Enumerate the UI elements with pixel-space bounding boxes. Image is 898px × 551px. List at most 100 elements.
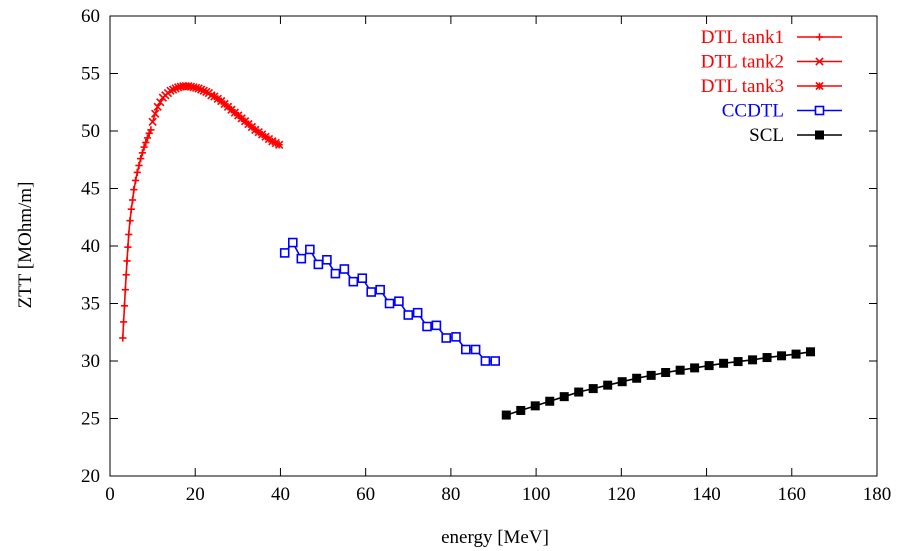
y-tick-label: 20	[81, 466, 100, 487]
y-tick-label: 50	[81, 121, 100, 142]
data-point	[588, 384, 598, 394]
data-point	[119, 334, 127, 342]
legend-label: SCL	[749, 125, 784, 146]
data-point	[305, 244, 315, 255]
data-point	[140, 143, 148, 151]
marker-stroke	[174, 83, 183, 92]
marker-stroke	[151, 109, 160, 118]
series-layer	[119, 81, 816, 420]
data-point	[451, 332, 461, 342]
data-point	[501, 410, 511, 420]
data-point	[617, 377, 627, 387]
data-point	[288, 237, 298, 248]
data-point	[137, 155, 145, 163]
data-point	[120, 318, 128, 326]
legend-label: CCDTL	[722, 101, 784, 122]
legend-item: DTL tank3	[701, 76, 842, 97]
data-point	[704, 361, 714, 371]
data-point	[366, 287, 377, 297]
marker-stroke	[275, 140, 284, 149]
series-scl	[501, 347, 816, 420]
legend-marker	[815, 81, 824, 91]
data-point	[690, 363, 700, 373]
data-point	[422, 321, 432, 332]
x-tick-label: 160	[778, 484, 807, 505]
data-point	[151, 109, 160, 118]
data-point	[748, 355, 758, 365]
x-tick-label: 0	[105, 484, 115, 505]
legend-label: DTL tank3	[701, 76, 784, 97]
marker-stroke	[199, 86, 208, 95]
y-tick-label: 35	[81, 294, 100, 315]
marker-stroke	[268, 137, 277, 146]
data-point	[138, 149, 146, 157]
data-point	[120, 302, 129, 310]
data-point	[384, 298, 395, 309]
y-tick-label: 30	[81, 351, 100, 372]
series-dtl-tank2	[148, 81, 216, 126]
data-point	[339, 264, 350, 274]
data-point	[470, 344, 481, 355]
data-point	[124, 243, 132, 251]
marker-stroke	[271, 138, 280, 148]
data-point	[559, 392, 569, 402]
x-tick-label: 40	[271, 484, 290, 505]
marker-stroke	[815, 81, 824, 91]
data-point	[490, 356, 501, 366]
legend-marker	[814, 105, 825, 116]
data-point	[127, 205, 135, 213]
x-tick-label: 140	[692, 484, 721, 505]
data-point	[545, 396, 555, 406]
legend-label: DTL tank1	[701, 27, 784, 48]
data-point	[348, 276, 359, 287]
data-point	[123, 257, 131, 265]
marker-stroke	[191, 83, 201, 93]
legend-item: CCDTL	[722, 101, 842, 122]
data-point	[461, 344, 471, 355]
data-point	[128, 196, 137, 204]
data-point	[431, 320, 442, 331]
data-point	[375, 284, 385, 295]
data-point	[403, 310, 414, 320]
data-point	[126, 217, 134, 225]
data-point	[153, 102, 162, 112]
data-point	[131, 176, 140, 185]
series-ccdtl	[279, 237, 501, 366]
data-point	[806, 347, 816, 357]
legend-item: DTL tank1	[701, 27, 842, 48]
axes: 0 20 40 60 80 100 120 140 160 1802025303540455055…	[81, 6, 891, 505]
data-point	[156, 98, 165, 107]
series-line	[122, 129, 152, 339]
x-tick-label: 100	[522, 484, 551, 505]
data-point	[121, 286, 129, 294]
data-point	[675, 365, 685, 375]
data-point	[412, 307, 423, 318]
data-point	[130, 186, 138, 194]
data-point	[313, 259, 324, 270]
data-point	[603, 380, 613, 390]
legend-marker	[815, 33, 824, 41]
legend-marker	[815, 57, 824, 66]
data-point	[480, 356, 491, 366]
data-point	[777, 351, 787, 361]
y-tick-label: 25	[81, 409, 100, 430]
data-point	[646, 370, 656, 380]
x-tick-label: 180	[863, 484, 892, 505]
data-point	[516, 405, 526, 415]
data-point	[791, 349, 801, 359]
legend: DTL tank1 DTL tank2 DTL tank3 CCDTL SCL	[701, 27, 842, 146]
data-point	[147, 126, 155, 134]
data-point	[661, 368, 671, 377]
legend-item: DTL tank2	[701, 52, 842, 73]
data-point	[142, 138, 150, 147]
data-point	[574, 387, 584, 397]
series-dtl-tank3	[210, 92, 284, 149]
data-point	[530, 401, 540, 411]
marker-stroke	[148, 117, 157, 126]
x-axis-label: energy [MeV]	[441, 527, 549, 548]
series-dtl-tank1	[119, 126, 155, 342]
marker-stroke	[202, 87, 211, 97]
y-tick-label: 45	[81, 179, 100, 200]
